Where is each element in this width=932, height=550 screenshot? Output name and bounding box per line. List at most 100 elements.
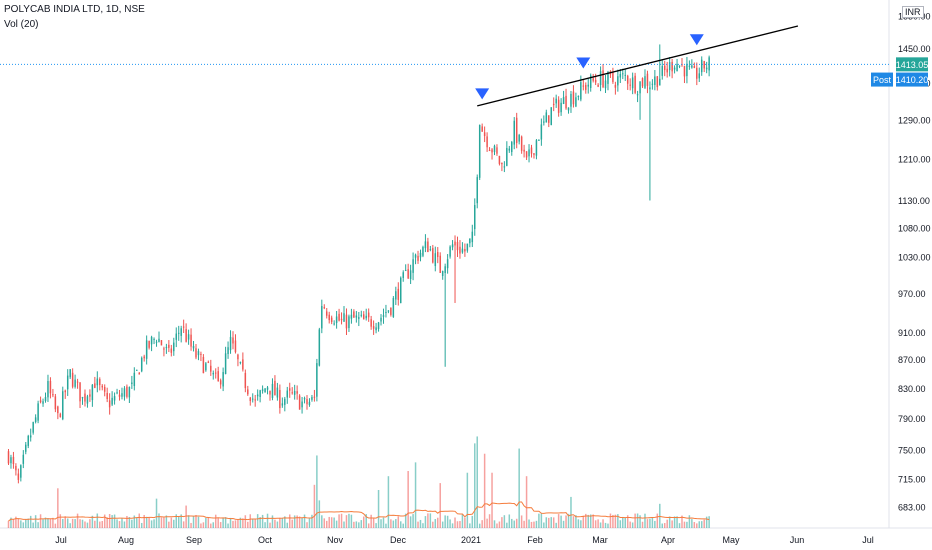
volume-bar <box>313 484 316 528</box>
candle-body <box>552 103 555 106</box>
candle-body <box>599 71 602 86</box>
price-tick-label: 1290.00 <box>898 115 931 125</box>
candle-body <box>444 266 446 274</box>
candle-body <box>34 417 37 423</box>
candle-body <box>177 332 180 334</box>
volume-bar <box>385 523 387 528</box>
price-tick-label: 683.00 <box>898 503 926 513</box>
month-tick-label: Feb <box>527 535 543 545</box>
candle-body <box>330 317 333 322</box>
candle-body <box>651 83 654 85</box>
candle-body <box>375 327 377 331</box>
candle-body <box>575 97 577 107</box>
volume-bar <box>197 516 200 528</box>
candle-body <box>441 271 444 276</box>
volume-bar <box>557 514 560 528</box>
volume-bar <box>335 520 338 528</box>
volume-bar <box>372 518 375 528</box>
candle-body <box>200 353 202 355</box>
candle-body <box>580 82 582 100</box>
candle-body <box>432 248 434 263</box>
volume-bar <box>12 519 15 528</box>
volume-bar <box>543 522 545 528</box>
candle-body <box>42 401 44 404</box>
candle-body <box>113 396 116 401</box>
candle-body <box>469 238 471 244</box>
volume-bar <box>548 517 550 528</box>
candle-body <box>471 231 474 243</box>
volume-bar <box>565 515 567 528</box>
candle-body <box>281 403 284 406</box>
volume-bar <box>10 517 12 528</box>
volume-bar <box>520 515 523 528</box>
volume-bar <box>84 521 86 528</box>
month-tick-label: Nov <box>327 535 344 545</box>
candle-body <box>464 249 466 252</box>
candle-body <box>708 57 710 71</box>
volume-bar <box>160 517 163 528</box>
candle-body <box>594 79 597 83</box>
volume-bar <box>79 519 81 528</box>
volume-bar <box>525 476 528 528</box>
volume-bar <box>545 517 548 528</box>
volume-bar <box>414 462 417 528</box>
volume-bar <box>242 518 244 528</box>
candle-body <box>358 317 360 319</box>
post-price-tag <box>896 72 928 87</box>
candle-body <box>577 95 580 97</box>
volume-bar <box>409 516 412 528</box>
month-tick-label: Mar <box>592 535 608 545</box>
month-tick-label: Apr <box>661 535 675 545</box>
volume-bar <box>59 514 62 528</box>
candle-body <box>340 318 343 321</box>
candle-body <box>57 406 59 414</box>
volume-ma-line <box>8 501 710 522</box>
candle-body <box>160 340 163 346</box>
candle-body <box>350 314 353 319</box>
volume-bar <box>562 520 565 528</box>
volume-bar <box>424 516 427 528</box>
volume-bar <box>700 521 703 528</box>
volume-bar <box>493 520 496 528</box>
candle-body <box>437 252 439 257</box>
volume-bar <box>256 514 259 528</box>
volume-bar <box>622 516 624 528</box>
candle-body <box>619 73 622 78</box>
price-tick-label: 830.00 <box>898 384 926 394</box>
candle-body <box>219 380 222 385</box>
candle-body <box>646 73 649 86</box>
volume-bar <box>158 513 160 528</box>
volume-bar <box>644 513 646 528</box>
candle-body <box>266 387 269 390</box>
candle-body <box>449 246 451 257</box>
volume-bar <box>217 518 219 528</box>
volume-bar <box>239 517 242 528</box>
price-tick-label: 970.00 <box>898 289 926 299</box>
candle-body <box>101 385 103 388</box>
volume-bar <box>538 513 540 528</box>
candle-body <box>409 270 412 280</box>
currency-badge[interactable]: INR <box>902 6 924 18</box>
candle-body <box>602 70 604 88</box>
candle-body <box>143 356 145 359</box>
volume-bar <box>271 515 274 528</box>
candle-body <box>239 362 242 364</box>
candle-body <box>173 342 175 352</box>
candle-body <box>338 313 340 321</box>
candle-body <box>476 177 478 204</box>
volume-bar <box>177 516 180 528</box>
volume-bar <box>64 516 66 528</box>
candle-body <box>303 398 306 400</box>
candle-body <box>106 392 108 399</box>
volume-bar <box>570 496 572 528</box>
candle-body <box>511 142 513 153</box>
candle-body <box>111 397 113 405</box>
triangle-marker <box>689 34 704 46</box>
candle-body <box>89 394 91 397</box>
candle-body <box>207 361 210 363</box>
volume-bar <box>427 513 429 528</box>
volume-bar <box>247 521 249 528</box>
volume-bar <box>619 520 622 528</box>
volume-bar <box>390 519 392 528</box>
